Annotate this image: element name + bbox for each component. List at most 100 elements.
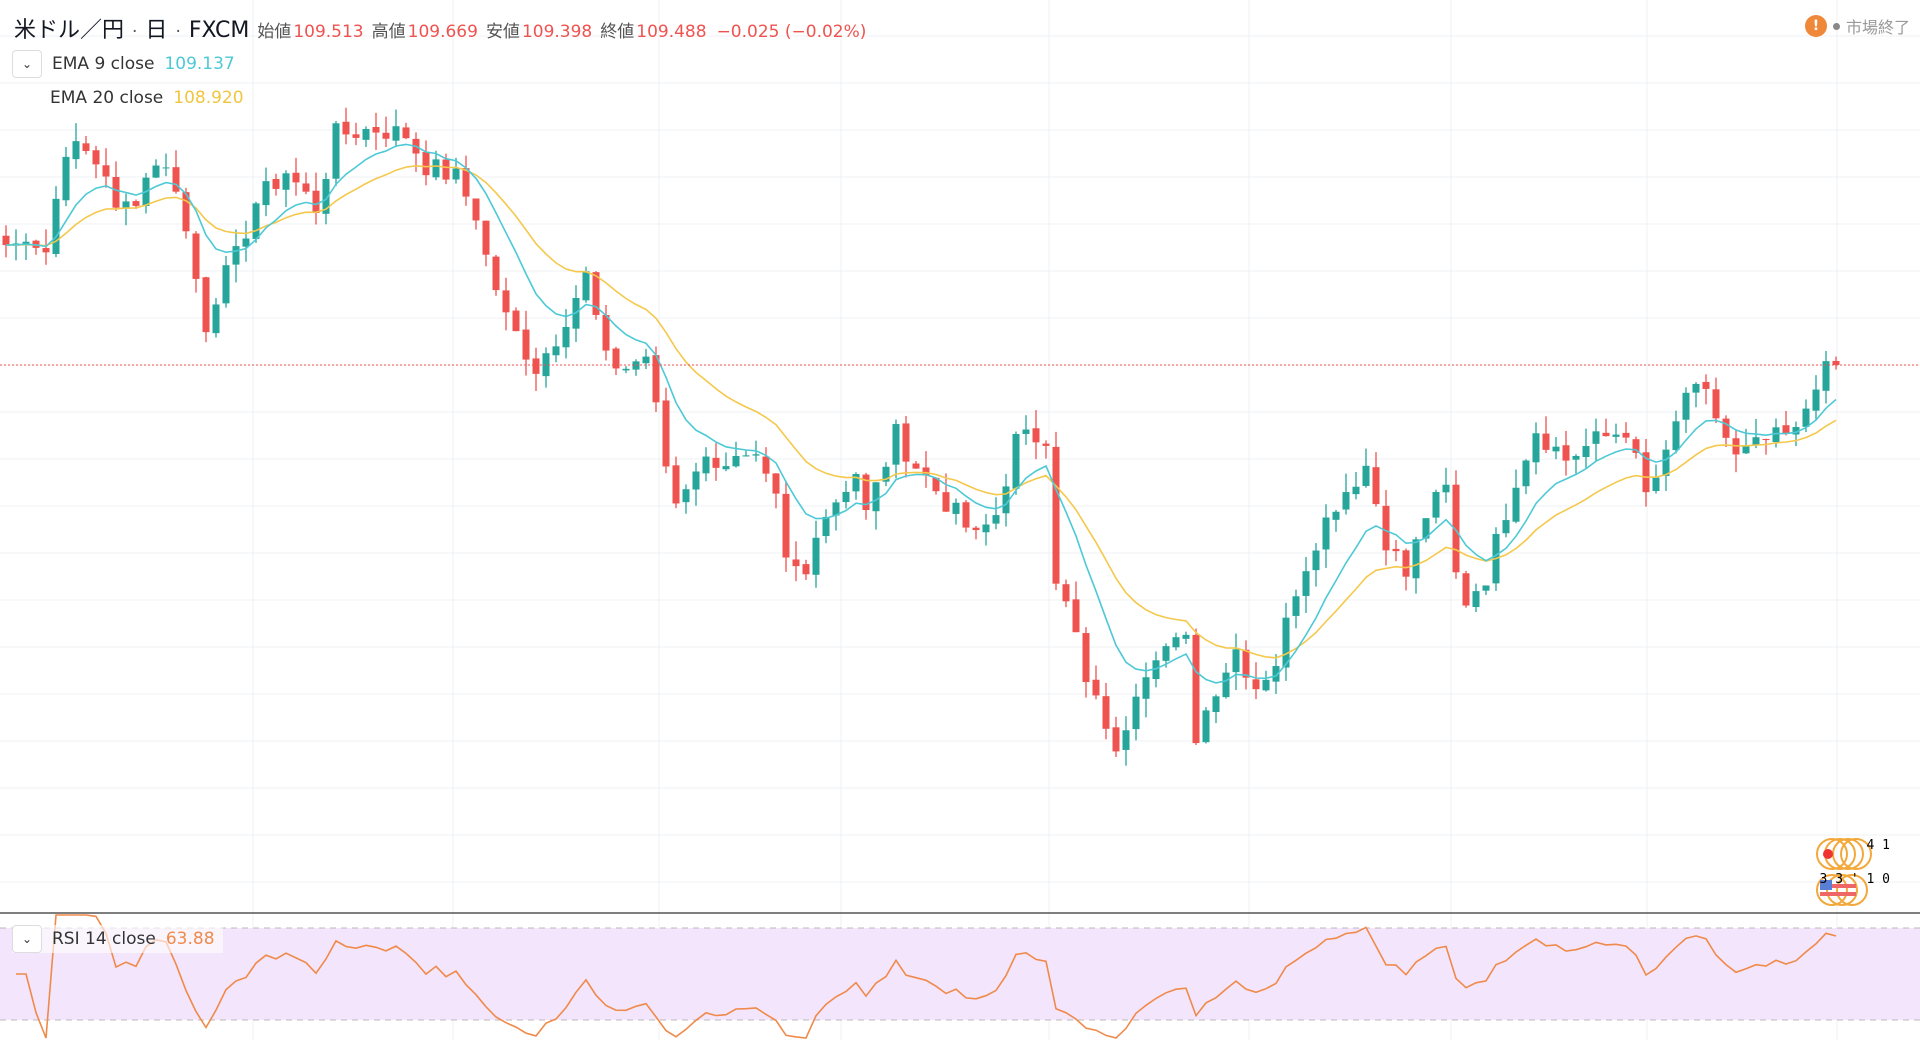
candle-body bbox=[1032, 428, 1040, 443]
candle bbox=[582, 266, 590, 303]
candle bbox=[732, 441, 740, 468]
candle-body bbox=[392, 126, 400, 141]
candle-body bbox=[292, 172, 300, 183]
candle bbox=[1682, 387, 1690, 433]
candle-body bbox=[492, 256, 500, 291]
candle-body bbox=[672, 465, 680, 504]
candle bbox=[1042, 440, 1050, 459]
candle bbox=[2, 225, 10, 258]
candle-body bbox=[1402, 550, 1410, 577]
candle bbox=[672, 456, 680, 509]
candle-body bbox=[112, 176, 120, 208]
ema9-label[interactable]: EMA 9 close bbox=[52, 54, 155, 74]
candle-body bbox=[22, 241, 30, 244]
open-label: 始値 bbox=[257, 22, 292, 42]
candle bbox=[382, 116, 390, 148]
candle bbox=[1082, 627, 1090, 698]
warning-icon[interactable]: ! bbox=[1804, 15, 1827, 37]
candle bbox=[1352, 471, 1360, 500]
rsi-value: 63.88 bbox=[165, 929, 215, 949]
candle-body bbox=[1262, 679, 1270, 691]
candles bbox=[2, 107, 1840, 766]
candle bbox=[1622, 422, 1630, 444]
candle bbox=[592, 271, 600, 320]
candle-body bbox=[1222, 672, 1230, 698]
sep: · bbox=[175, 22, 181, 42]
market-status: ! 市場終了 bbox=[1804, 14, 1910, 38]
candle bbox=[742, 450, 750, 457]
candle bbox=[152, 159, 160, 179]
candle-body bbox=[882, 466, 890, 482]
candle-body bbox=[912, 463, 920, 469]
candle-body bbox=[252, 203, 260, 239]
candle-body bbox=[942, 492, 950, 512]
candle bbox=[282, 170, 290, 208]
candle bbox=[852, 472, 860, 500]
candle bbox=[1562, 430, 1570, 476]
candle bbox=[1642, 438, 1650, 507]
candle bbox=[892, 419, 900, 479]
candle-body bbox=[1602, 432, 1610, 437]
candle-body bbox=[1302, 571, 1310, 596]
sep: · bbox=[132, 22, 138, 42]
us-flag-icon bbox=[1820, 880, 1832, 890]
collapse-rsi-button[interactable]: ⌄ bbox=[12, 925, 42, 953]
candle bbox=[932, 477, 940, 495]
candle-body bbox=[1372, 467, 1380, 505]
candle-body bbox=[1502, 520, 1510, 534]
event-flags[interactable]: 4 1 3 3 ' 1 0 bbox=[1812, 836, 1892, 910]
candle-body bbox=[1182, 634, 1190, 639]
candle bbox=[262, 167, 270, 217]
ema20-label[interactable]: EMA 20 close bbox=[50, 88, 164, 108]
candle-body bbox=[1272, 666, 1280, 682]
candle-body bbox=[72, 141, 80, 160]
candle-body bbox=[332, 123, 340, 179]
interval[interactable]: 日 bbox=[145, 18, 168, 43]
candle bbox=[822, 509, 830, 544]
candle bbox=[1192, 628, 1200, 746]
candle bbox=[1582, 428, 1590, 470]
candle bbox=[1032, 410, 1040, 460]
collapse-indicators-button[interactable]: ⌄ bbox=[12, 50, 42, 78]
symbol-name[interactable]: 米ドル／円 bbox=[14, 18, 125, 43]
candle-body bbox=[372, 127, 380, 133]
exchange: FXCM bbox=[188, 18, 250, 43]
candle bbox=[242, 220, 250, 262]
candle bbox=[1072, 581, 1080, 633]
candle-body bbox=[1442, 484, 1450, 493]
candle bbox=[1522, 459, 1530, 495]
rsi-label[interactable]: RSI 14 close bbox=[52, 929, 156, 949]
candle bbox=[1692, 382, 1700, 408]
candle-body bbox=[1662, 449, 1670, 476]
candle bbox=[1672, 410, 1680, 454]
candle-body bbox=[1682, 392, 1690, 420]
candle-body bbox=[1792, 427, 1800, 435]
candle-body bbox=[1202, 710, 1210, 743]
candle bbox=[1402, 548, 1410, 591]
candle bbox=[1662, 440, 1670, 491]
candle bbox=[1312, 543, 1320, 587]
candle-body bbox=[972, 527, 980, 531]
candle bbox=[1122, 716, 1130, 766]
candle-body bbox=[282, 173, 290, 190]
candle-body bbox=[1812, 389, 1820, 411]
candle-body bbox=[952, 502, 960, 514]
candle-body bbox=[1062, 584, 1070, 602]
candle-body bbox=[832, 502, 840, 516]
close-label: 終値 bbox=[600, 22, 635, 42]
candle-body bbox=[822, 516, 830, 537]
candle-body bbox=[1712, 389, 1720, 419]
candle-body bbox=[152, 165, 160, 178]
candle-body bbox=[1362, 465, 1370, 486]
candle bbox=[1242, 640, 1250, 690]
candle bbox=[112, 161, 120, 212]
candle-body bbox=[1092, 679, 1100, 696]
candle-body bbox=[472, 198, 480, 221]
candle bbox=[162, 153, 170, 177]
candle-body bbox=[322, 179, 330, 214]
close-value: 109.488 bbox=[636, 22, 707, 42]
candle bbox=[1102, 682, 1110, 740]
candle-body bbox=[1672, 421, 1680, 451]
candle-body bbox=[742, 455, 750, 457]
